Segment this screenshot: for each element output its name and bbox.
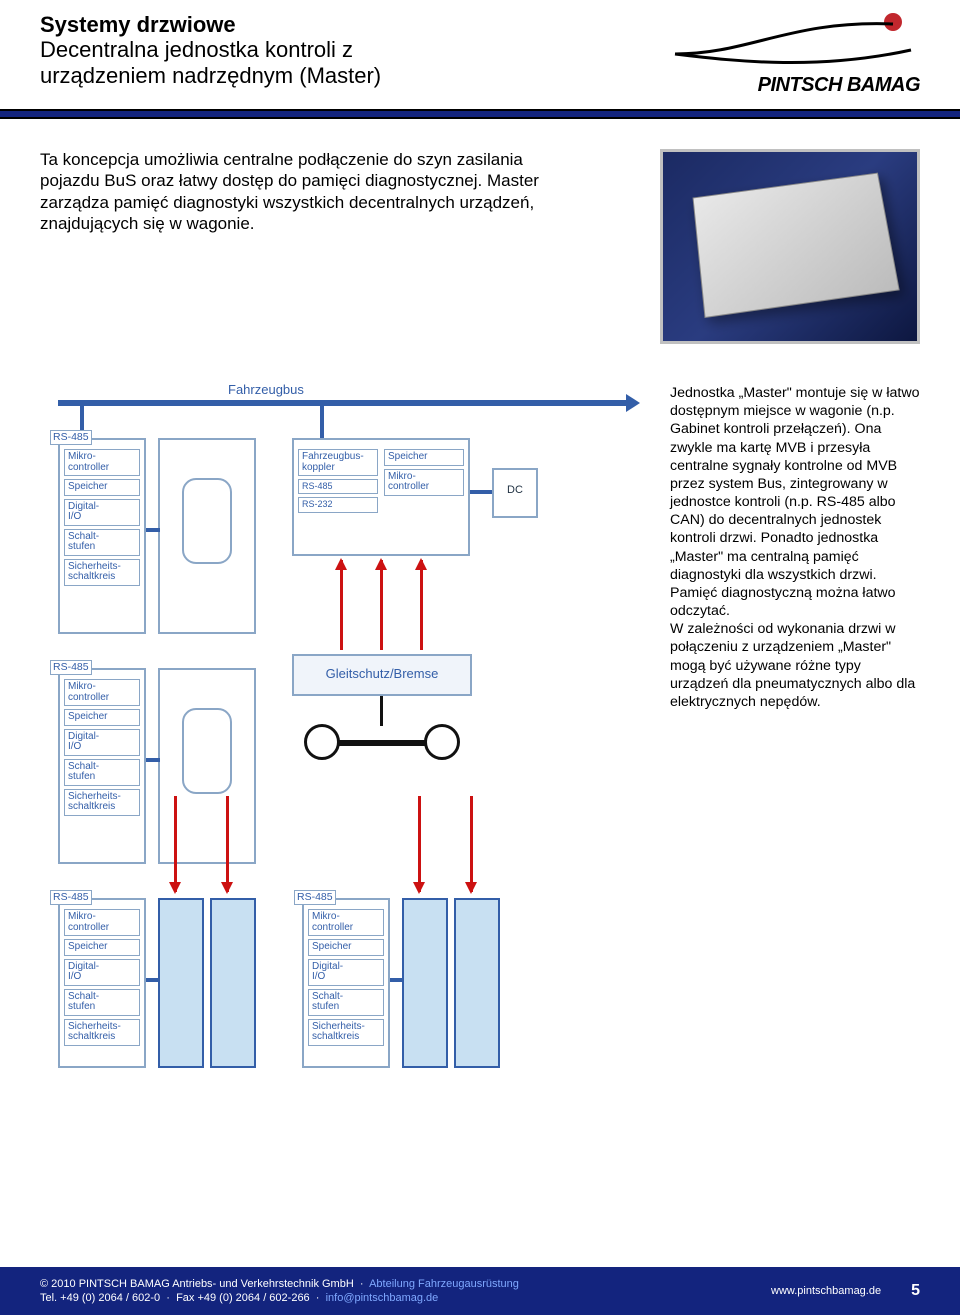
content-area: Ta koncepcja umożliwia centralne podłącz… bbox=[0, 119, 960, 1078]
chip-mikro: Mikro-controller bbox=[308, 909, 384, 936]
chip-digital: Digital-I/O bbox=[308, 959, 384, 986]
side-description-text: Jednostka „Master" montuje się w łatwo d… bbox=[670, 385, 919, 710]
chip-sicher: Sicherheits-schaltkreis bbox=[308, 1019, 384, 1046]
title-line1: Systemy drzwiowe bbox=[40, 12, 381, 37]
footer-fax: Fax +49 (0) 2064 / 602-266 bbox=[176, 1292, 310, 1304]
footer-left: © 2010 PINTSCH BAMAG Antriebs- und Verke… bbox=[40, 1277, 519, 1306]
footer-url: www.pintschbamag.de bbox=[771, 1285, 881, 1297]
chip-mikro-2: Mikro-controller bbox=[384, 469, 464, 496]
chip-digital: Digital-I/O bbox=[64, 959, 140, 986]
door-panel bbox=[402, 898, 448, 1068]
red-arrow-icon bbox=[174, 796, 177, 892]
chip-sicher: Sicherheits-schaltkreis bbox=[64, 1019, 140, 1046]
chip-mikro: Mikro-controller bbox=[64, 909, 140, 936]
header-title-block: Systemy drzwiowe Decentralna jednostka k… bbox=[40, 12, 381, 88]
label-rs485: RS-485 bbox=[294, 890, 336, 905]
chip-schalt: Schalt-stufen bbox=[308, 989, 384, 1016]
brand-name: PINTSCH BAMAG bbox=[758, 74, 920, 97]
page-footer: © 2010 PINTSCH BAMAG Antriebs- und Verke… bbox=[0, 1267, 960, 1315]
chip-speicher: Speicher bbox=[308, 939, 384, 956]
chip-sicher: Sicherheits-schaltkreis bbox=[64, 559, 140, 586]
bus-stem bbox=[320, 406, 324, 440]
connector bbox=[146, 978, 160, 982]
wheel-icon bbox=[304, 724, 340, 760]
door-oval bbox=[182, 478, 232, 564]
side-description: Jednostka „Master" montuje się w łatwo d… bbox=[670, 378, 920, 711]
label-rs485: RS-485 bbox=[50, 430, 92, 445]
device-photo bbox=[660, 149, 920, 344]
top-bus-arrow-icon bbox=[626, 394, 640, 412]
dc-connector bbox=[470, 490, 492, 494]
chip-speicher: Speicher bbox=[64, 939, 140, 956]
module-master: Fahrzeugbus-koppler RS-485 RS-232 Speich… bbox=[292, 438, 470, 556]
gleitschutz-box: Gleitschutz/Bremse bbox=[292, 654, 472, 696]
diagram-row: Fahrzeugbus Mikro-controller Speicher Di… bbox=[40, 378, 920, 1078]
red-arrow-icon bbox=[380, 560, 383, 650]
chip-digital: Digital-I/O bbox=[64, 729, 140, 756]
red-arrow-icon bbox=[420, 560, 423, 650]
red-arrow-icon bbox=[340, 560, 343, 650]
red-arrow-icon bbox=[470, 796, 473, 892]
footer-email: info@pintschbamag.de bbox=[326, 1292, 439, 1304]
red-arrow-icon bbox=[418, 796, 421, 892]
chip-schalt: Schalt-stufen bbox=[64, 759, 140, 786]
label-rs485: RS-485 bbox=[50, 890, 92, 905]
chip-mikro: Mikro-controller bbox=[64, 449, 140, 476]
brand-swoosh-icon bbox=[670, 12, 920, 72]
dc-box: DC bbox=[492, 468, 538, 518]
brand-logo: PINTSCH BAMAG bbox=[670, 12, 920, 97]
axle-stem bbox=[380, 696, 383, 726]
chip-speicher: Speicher bbox=[64, 709, 140, 726]
connector bbox=[146, 528, 160, 532]
red-arrow-icon bbox=[226, 796, 229, 892]
footer-right: www.pintschbamag.de 5 bbox=[771, 1282, 920, 1300]
page-header: Systemy drzwiowe Decentralna jednostka k… bbox=[0, 0, 960, 103]
door-panel bbox=[210, 898, 256, 1068]
chip-sicher: Sicherheits-schaltkreis bbox=[64, 789, 140, 816]
top-bus-line bbox=[58, 400, 630, 406]
system-diagram: Fahrzeugbus Mikro-controller Speicher Di… bbox=[40, 378, 640, 1078]
connector bbox=[390, 978, 404, 982]
footer-text-block: © 2010 PINTSCH BAMAG Antriebs- und Verke… bbox=[40, 1277, 519, 1306]
chip-speicher-2: Speicher bbox=[384, 449, 464, 466]
page-number: 5 bbox=[911, 1282, 920, 1300]
door-panel bbox=[454, 898, 500, 1068]
footer-copyright: © 2010 PINTSCH BAMAG Antriebs- und Verke… bbox=[40, 1278, 354, 1290]
chip-digital: Digital-I/O bbox=[64, 499, 140, 526]
wheel-icon bbox=[424, 724, 460, 760]
chip-speicher: Speicher bbox=[64, 479, 140, 496]
chip-fzkoppler: Fahrzeugbus-koppler bbox=[298, 449, 378, 476]
chip-rs232: RS-232 bbox=[298, 497, 378, 512]
header-divider bbox=[0, 109, 960, 119]
dc-label: DC bbox=[507, 484, 523, 496]
intro-row: Ta koncepcja umożliwia centralne podłącz… bbox=[40, 149, 920, 344]
title-line2: Decentralna jednostka kontroli z bbox=[40, 37, 381, 62]
chip-mikro: Mikro-controller bbox=[64, 679, 140, 706]
module-bottom-left: Mikro-controller Speicher Digital-I/O Sc… bbox=[58, 898, 146, 1068]
module-bottom-mid: Mikro-controller Speicher Digital-I/O Sc… bbox=[302, 898, 390, 1068]
chip-rs485-2: RS-485 bbox=[298, 479, 378, 494]
module-top-left: Mikro-controller Speicher Digital-I/O Sc… bbox=[58, 438, 146, 634]
chip-schalt: Schalt-stufen bbox=[64, 989, 140, 1016]
title-line3: urządzeniem nadrzędnym (Master) bbox=[40, 63, 381, 88]
fahrzeugbus-label: Fahrzeugbus bbox=[228, 382, 304, 397]
connector bbox=[146, 758, 160, 762]
gleitschutz-label: Gleitschutz/Bremse bbox=[326, 666, 439, 681]
door-panel bbox=[158, 898, 204, 1068]
label-rs485: RS-485 bbox=[50, 660, 92, 675]
intro-paragraph: Ta koncepcja umożliwia centralne podłącz… bbox=[40, 149, 570, 344]
footer-dept: Abteilung Fahrzeugausrüstung bbox=[369, 1278, 519, 1290]
chip-schalt: Schalt-stufen bbox=[64, 529, 140, 556]
door-oval bbox=[182, 708, 232, 794]
module-mid-left: Mikro-controller Speicher Digital-I/O Sc… bbox=[58, 668, 146, 864]
footer-tel: Tel. +49 (0) 2064 / 602-0 bbox=[40, 1292, 160, 1304]
